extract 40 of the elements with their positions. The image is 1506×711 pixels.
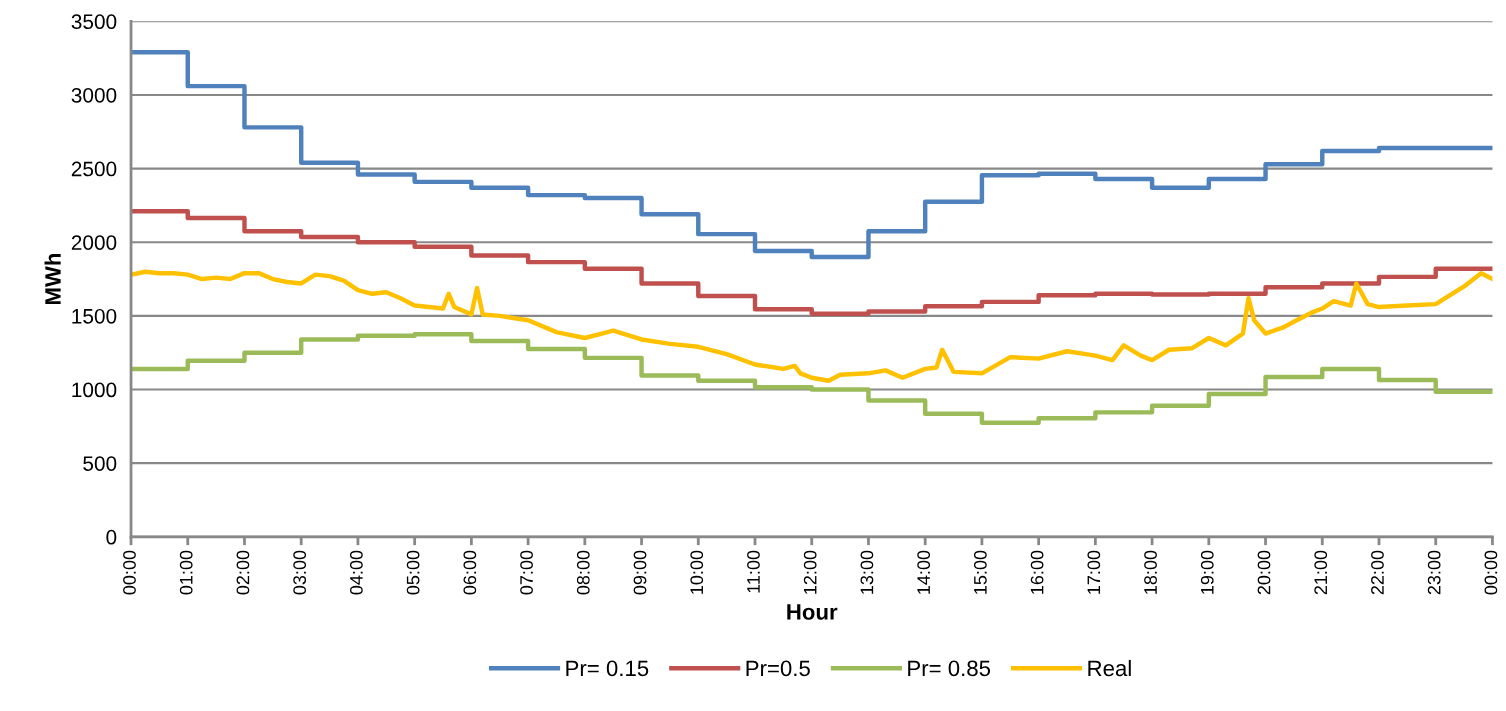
x-tick-label: 22:00 (1371, 550, 1384, 595)
y-tick-label: 2000 (71, 235, 117, 250)
x-tick-label: 18:00 (1144, 550, 1157, 594)
y-tick-label: 2500 (71, 161, 117, 177)
y-tick-label: 1500 (72, 308, 117, 324)
y-tick-label: 500 (83, 456, 117, 471)
x-tick-label: 00:00 (123, 550, 136, 595)
x-tick-label: 21:00 (1314, 550, 1328, 595)
x-tick-label: 05:00 (406, 550, 420, 595)
x-tick-label: 16:00 (1030, 550, 1044, 594)
x-tick-label: 04:00 (349, 550, 363, 595)
x-tick-label: 11:00 (747, 550, 760, 593)
legend-label: Pr= 0.85 (908, 660, 991, 677)
y-axis-title: MWh (44, 253, 61, 305)
y-tick-label: 3000 (71, 87, 117, 103)
x-tick-label: 02:00 (236, 550, 250, 595)
legend-label: Pr= 0.15 (566, 660, 649, 677)
x-axis-title: Hour (787, 604, 838, 620)
x-tick-label: 19:00 (1200, 550, 1214, 594)
x-tick-label: 23:00 (1427, 550, 1441, 595)
line-series (131, 269, 1493, 383)
x-tick-label: 08:00 (576, 550, 590, 595)
x-tick-label: 14:00 (917, 550, 931, 594)
x-tick-label: 07:00 (520, 550, 533, 595)
legend-label: Pr=0.5 (746, 660, 810, 677)
x-tick-label: 03:00 (293, 550, 307, 595)
x-tick-label: 15:00 (973, 550, 987, 594)
y-tick-label: 3500 (71, 14, 117, 30)
x-tick-label: 20:00 (1257, 550, 1271, 595)
x-tick-label: 00:00 (1484, 550, 1498, 595)
x-tick-label: 06:00 (463, 550, 477, 595)
x-tick-label: 09:00 (633, 550, 647, 595)
x-tick-label: 13:00 (860, 550, 874, 594)
x-tick-label: 10:00 (690, 550, 704, 594)
y-tick-label: 1000 (72, 382, 117, 398)
y-tick-label: 0 (106, 529, 117, 545)
legend-label: Real (1088, 659, 1131, 677)
x-tick-label: 12:00 (803, 550, 817, 594)
x-tick-label: 17:00 (1087, 550, 1101, 594)
x-tick-label: 01:00 (179, 550, 193, 595)
